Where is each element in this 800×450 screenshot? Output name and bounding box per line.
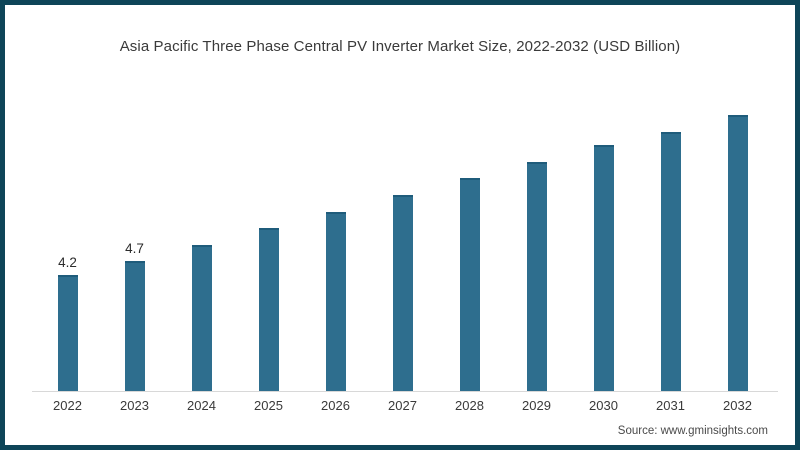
bar-2023	[124, 261, 145, 391]
bar-value-label-2022: 4.2	[58, 255, 77, 270]
bar-group-2023: 4.7	[101, 91, 168, 391]
chart-title: Asia Pacific Three Phase Central PV Inve…	[119, 38, 681, 55]
x-axis-label-2022: 2022	[53, 398, 82, 413]
x-axis-labels: 2022 2023 2024 2025 2026 2027 2028 2029 2030 2031…	[34, 398, 774, 413]
x-axis-line	[32, 391, 778, 392]
x-axis-label-2029: 2029	[522, 398, 551, 413]
x-axis-label-2025: 2025	[254, 398, 283, 413]
x-axis-label-2027: 2027	[388, 398, 417, 413]
x-axis-label-2028: 2028	[455, 398, 484, 413]
bar-group-2028	[436, 91, 503, 391]
bar-group-2026	[302, 91, 369, 391]
bar-group-2024	[168, 91, 235, 391]
bar-group-2032	[704, 91, 771, 391]
bar-group-2029	[503, 91, 570, 391]
bar-group-2022: 4.2	[34, 91, 101, 391]
bar-2027	[392, 195, 413, 391]
x-axis-label-2032: 2032	[723, 398, 752, 413]
bar-2030	[593, 145, 614, 391]
x-axis-label-2030: 2030	[589, 398, 618, 413]
bar-2028	[459, 178, 480, 391]
bar-group-2025	[235, 91, 302, 391]
bar-2022	[57, 275, 78, 391]
bar-group-2027	[369, 91, 436, 391]
x-axis-label-2031: 2031	[656, 398, 685, 413]
x-axis-label-2023: 2023	[120, 398, 149, 413]
bar-value-label-2023: 4.7	[125, 241, 144, 256]
plot-area: 4.2 4.7	[34, 91, 774, 391]
x-axis-label-2026: 2026	[321, 398, 350, 413]
source-attribution: Source: www.gminsights.com	[617, 425, 768, 437]
bar-2031	[660, 132, 681, 391]
bar-group-2031	[637, 91, 704, 391]
bar-2024	[191, 245, 212, 391]
bar-2032	[727, 115, 748, 391]
bar-2025	[258, 228, 279, 391]
bar-group-2030	[570, 91, 637, 391]
x-axis-label-2024: 2024	[187, 398, 216, 413]
bar-2029	[526, 162, 547, 391]
bar-2026	[325, 212, 346, 391]
